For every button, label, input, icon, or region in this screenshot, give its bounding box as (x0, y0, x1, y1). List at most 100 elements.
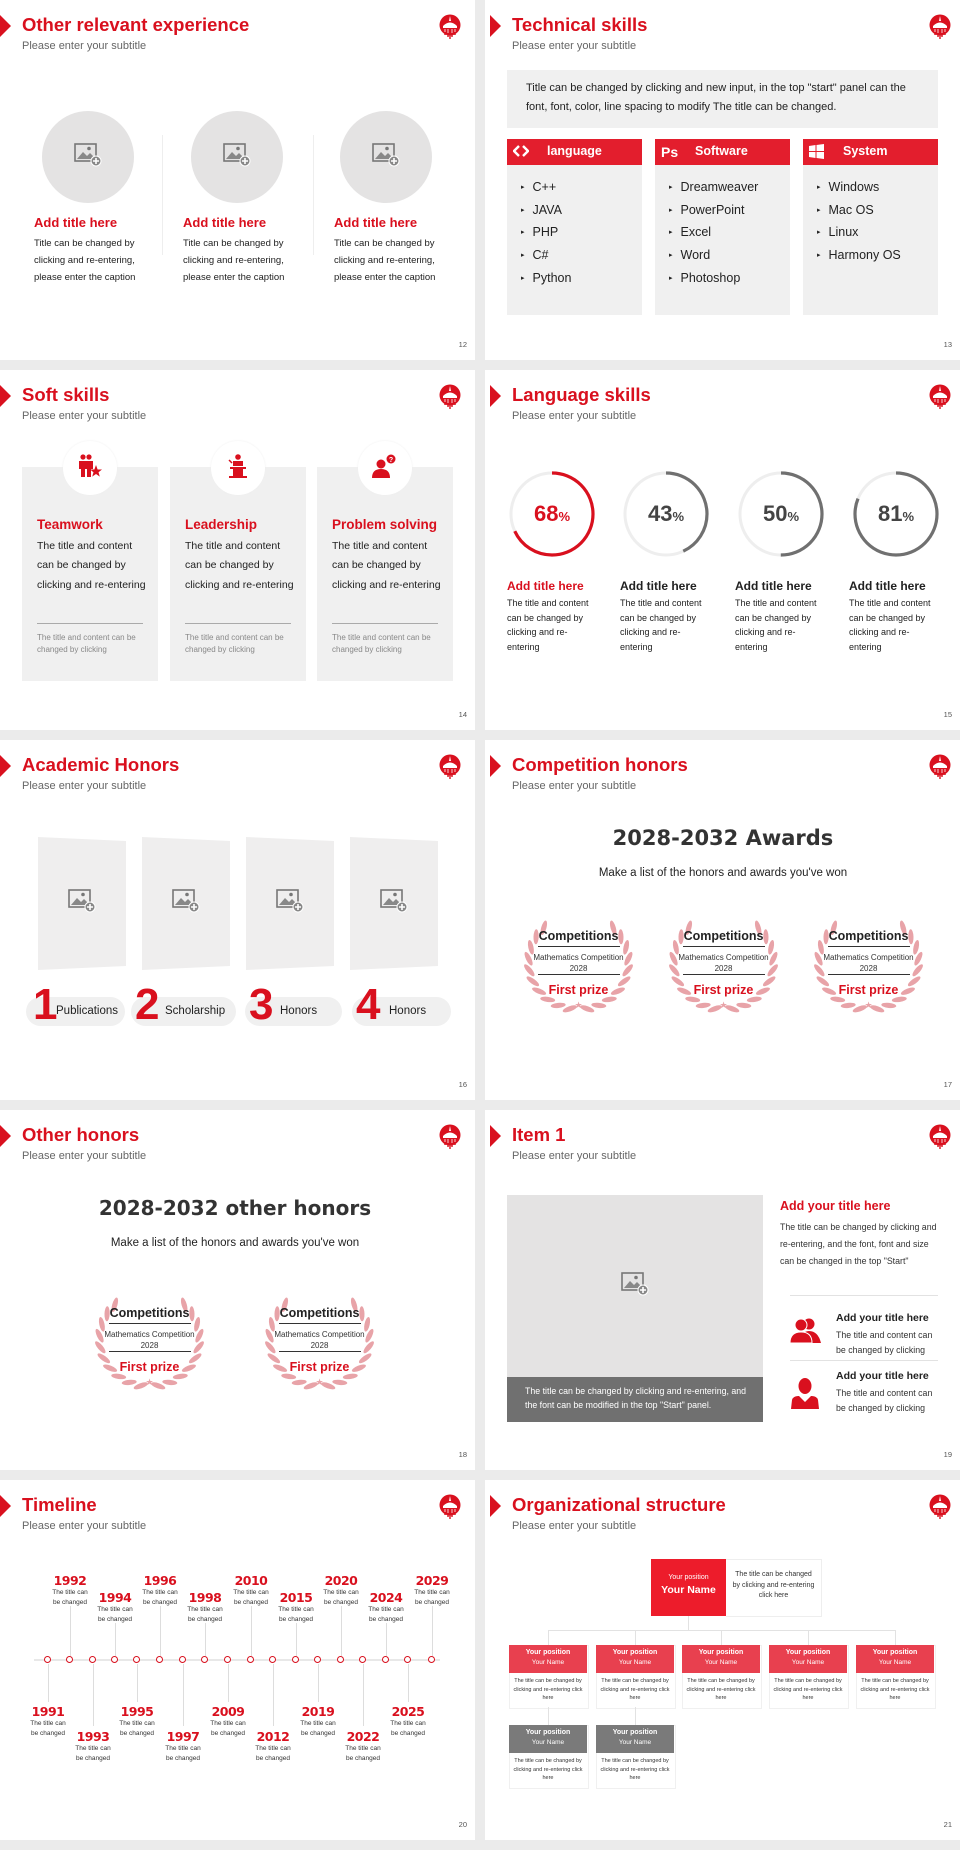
skill-name: PowerPoint (680, 202, 745, 217)
timeline-node[interactable] (201, 1656, 208, 1663)
photo-frame[interactable] (38, 837, 126, 970)
timeline-node[interactable] (247, 1656, 254, 1663)
timeline-node[interactable] (89, 1656, 96, 1663)
skill-card-body: The title and content can be changed by … (37, 540, 146, 591)
timeline-year: 2022 (346, 1729, 380, 1744)
timeline-node[interactable] (269, 1656, 276, 1663)
progress-ring: 50% (736, 469, 826, 559)
page-number: 17 (943, 1080, 952, 1089)
progress-value: 43% (621, 501, 711, 527)
photo-frame[interactable] (246, 837, 334, 970)
award-badge: Competitions Mathematics Competition 2028 F… (82, 1297, 217, 1392)
honors-heading: 2028-2032 other honors (98, 1196, 372, 1220)
org-top-note-box: The title can be changed by clicking and… (726, 1559, 822, 1617)
org-node[interactable]: Your position Your Name The title can be c… (596, 1645, 676, 1709)
timeline-node[interactable] (404, 1656, 411, 1663)
intro-box: Title can be changed by clicking and new… (507, 70, 938, 128)
org-name: Your Name (531, 1659, 565, 1666)
honor-pill (26, 997, 125, 1026)
progress-arc (509, 471, 595, 557)
timeline-year: 1998 (188, 1590, 222, 1605)
timeline-node[interactable] (292, 1656, 299, 1663)
timeline-node[interactable] (337, 1656, 344, 1663)
org-connector (635, 1630, 636, 1645)
skill-card: Leadership The title and content can be c… (170, 467, 306, 681)
org-name: Your Name (661, 1584, 716, 1596)
university-logo (439, 754, 461, 787)
progress-arc (853, 471, 939, 557)
badge-event: Mathematics Competition (274, 1330, 365, 1339)
org-node[interactable]: Your position Your Name The title can be c… (856, 1645, 936, 1709)
timeline-node[interactable] (359, 1656, 366, 1663)
org-node[interactable]: Your position Your Name The title can be c… (682, 1645, 762, 1709)
org-name: Your Name (878, 1659, 912, 1666)
org-node[interactable]: Your position Your Name The title can be c… (509, 1645, 589, 1709)
badge-divider (683, 946, 765, 947)
timeline-connector (386, 1623, 387, 1656)
slide-subtitle: Please enter your subtitle (512, 1150, 637, 1162)
timeline-node[interactable] (314, 1656, 321, 1663)
column-divider (162, 135, 163, 255)
awards-subheading: Make a list of the honors and awards you… (598, 867, 848, 879)
slide-title: Competition honors (512, 754, 688, 775)
timeline-connector (183, 1664, 184, 1726)
timeline-node[interactable] (428, 1656, 435, 1663)
image-placeholder[interactable] (42, 111, 134, 203)
timeline-node[interactable] (224, 1656, 231, 1663)
org-connector (635, 1707, 636, 1725)
laurel-wreath-icon (252, 1297, 387, 1397)
timeline-node[interactable] (179, 1656, 186, 1663)
timeline-year: 1993 (76, 1729, 110, 1744)
org-position: Your position (525, 1649, 571, 1656)
skill-name: Excel (680, 225, 712, 240)
org-position: Your position (612, 1729, 658, 1736)
slide-subtitle: Please enter your subtitle (22, 410, 147, 422)
skill-name: Mac OS (828, 202, 874, 217)
progress-ring: 81% (851, 469, 941, 559)
org-node[interactable]: Your position Your Name The title can be c… (769, 1645, 849, 1709)
photo-frame[interactable] (142, 837, 230, 970)
photo-frame[interactable] (350, 837, 438, 970)
timeline-connector (205, 1623, 206, 1656)
progress-arc (623, 471, 709, 557)
bullet-arrow-icon: ▸ (817, 229, 821, 237)
image-placeholder[interactable] (340, 111, 432, 203)
timeline-node[interactable] (133, 1656, 140, 1663)
org-node[interactable]: Your position Your Name The title can be c… (509, 1725, 589, 1789)
photo-placeholder[interactable] (507, 1195, 763, 1377)
timeline-node[interactable] (44, 1656, 51, 1663)
item-body: Title can be changed by clicking and re-… (183, 238, 285, 283)
point-body: The title and content can be changed by … (836, 1388, 933, 1413)
slide-title: Language skills (512, 384, 651, 405)
badge-divider (279, 1323, 361, 1324)
slide-20: Timeline Please enter your subtitle 20 1991… (0, 1480, 475, 1840)
image-placeholder[interactable] (191, 111, 283, 203)
slide-title: Soft skills (22, 384, 110, 405)
timeline-caption: The title can be changed (323, 1589, 359, 1606)
skill-list-item: ▸ Windows (817, 180, 879, 194)
honor-label: Publications (56, 1005, 119, 1017)
university-logo (929, 754, 951, 787)
bullet-arrow-icon: ▸ (669, 206, 673, 214)
badge-year: 2028 (310, 1341, 329, 1350)
slide-title: Academic Honors (22, 754, 180, 775)
award-badge: Competitions Mathematics Competition 2028 F… (511, 920, 646, 1015)
honor-label: Honors (389, 1005, 427, 1017)
badge-title: Competitions (109, 1306, 190, 1320)
org-top-node[interactable]: Your position Your Name (651, 1559, 726, 1616)
slide-title: Timeline (22, 1494, 97, 1515)
language-body: The title and content can be changed by … (507, 598, 589, 653)
timeline-caption: The title can be changed (30, 1720, 66, 1737)
timeline-node[interactable] (382, 1656, 389, 1663)
feature-body: The title can be changed by clicking and… (780, 1222, 937, 1266)
slide-title: Item 1 (512, 1124, 566, 1145)
org-position: Your position (785, 1649, 831, 1656)
timeline-node[interactable] (111, 1656, 118, 1663)
org-node[interactable]: Your position Your Name The title can be c… (596, 1725, 676, 1789)
timeline-node[interactable] (156, 1656, 163, 1663)
timeline-year: 2025 (391, 1704, 425, 1719)
item-body: Title can be changed by clicking and re-… (34, 238, 136, 283)
timeline-node[interactable] (66, 1656, 73, 1663)
org-node-header: Your position Your Name (682, 1645, 760, 1673)
